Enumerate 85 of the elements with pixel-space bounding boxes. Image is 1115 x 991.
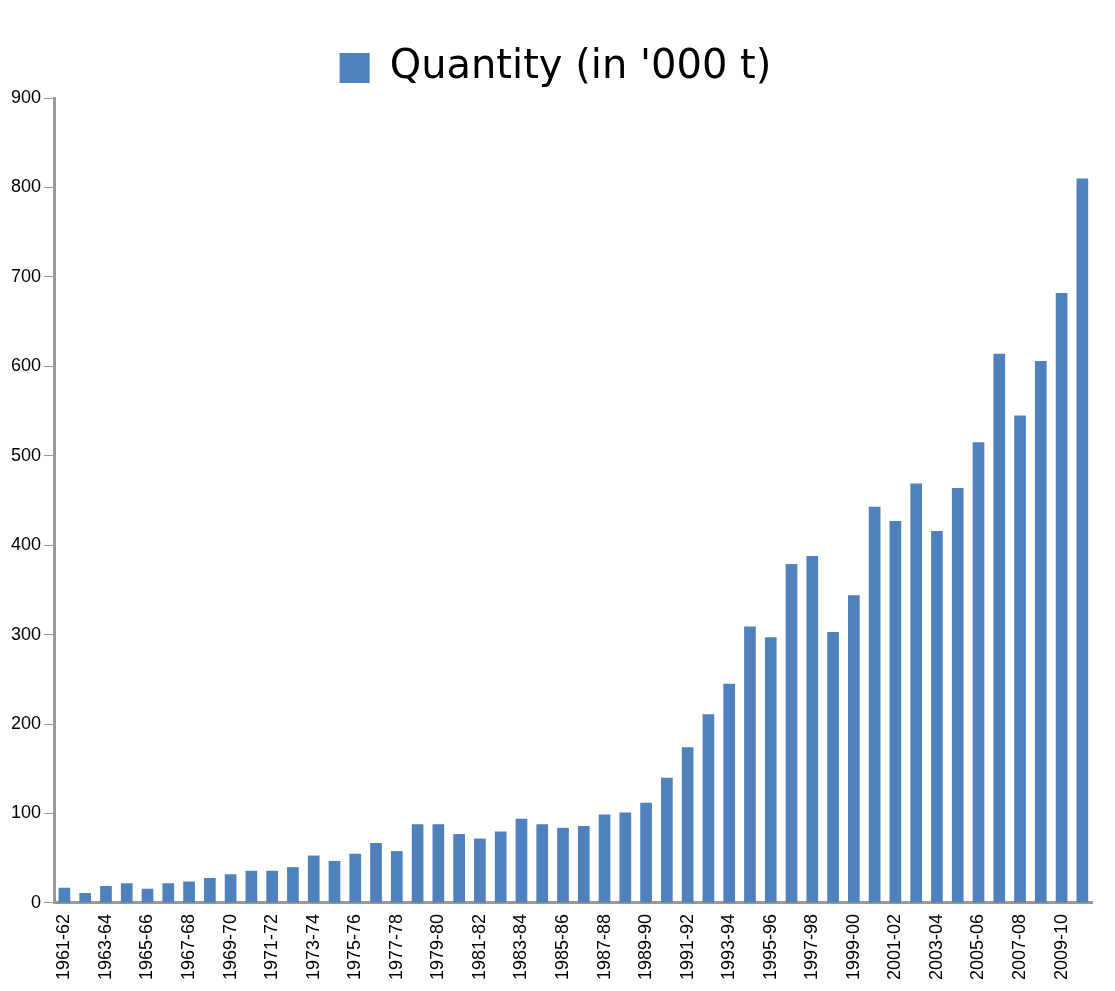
bar <box>723 683 736 903</box>
x-tick-label: 2003-04 <box>925 913 946 980</box>
bar <box>1014 415 1026 903</box>
x-tick-label: 1999-00 <box>842 913 863 980</box>
y-tick-label: 100 <box>10 802 42 823</box>
bar <box>972 442 985 903</box>
bar <box>411 824 424 903</box>
bar <box>224 874 237 903</box>
bar <box>307 855 320 903</box>
bar <box>494 831 507 903</box>
x-tick-label: 2001-02 <box>884 913 905 980</box>
bar <box>432 824 445 903</box>
bar <box>785 563 798 903</box>
bar <box>951 487 964 903</box>
bar <box>58 887 71 903</box>
bar <box>910 483 923 903</box>
x-tick-label: 1965-66 <box>136 913 157 980</box>
x-tick-label: 1995-96 <box>759 913 780 980</box>
y-tick-label: 500 <box>10 444 42 465</box>
bar <box>287 867 299 903</box>
x-tick-label: 1973-74 <box>302 913 323 980</box>
x-tick-label: 1981-82 <box>468 913 489 980</box>
x-tick-label: 1961-62 <box>53 913 74 980</box>
bar <box>349 853 362 903</box>
bar <box>619 812 632 903</box>
bar <box>1034 360 1047 903</box>
bar <box>806 555 819 903</box>
bar <box>183 881 195 903</box>
bar <box>266 870 279 903</box>
bar <box>162 883 175 903</box>
bar <box>120 883 133 903</box>
bar <box>453 834 465 903</box>
x-tick-label: 1967-68 <box>178 913 199 980</box>
bar <box>744 626 756 903</box>
bar <box>577 826 590 903</box>
y-tick-label: 400 <box>10 534 42 555</box>
bar <box>536 824 549 903</box>
bar <box>1055 292 1068 903</box>
x-tick-label: 1991-92 <box>676 913 697 980</box>
bar <box>764 637 777 903</box>
y-tick-label: 0 <box>31 891 42 912</box>
bar <box>100 885 112 903</box>
y-tick-label: 600 <box>10 355 42 376</box>
x-tick-label: 1993-94 <box>718 913 739 980</box>
y-tick-label: 800 <box>10 176 42 197</box>
x-tick-label: 2005-06 <box>967 913 988 980</box>
x-tick-label: 2009-10 <box>1050 913 1071 980</box>
x-tick-label: 1969-70 <box>219 913 240 980</box>
x-tick-label: 1979-80 <box>427 913 448 980</box>
bar <box>474 838 486 903</box>
bar <box>848 595 860 903</box>
legend-label: Quantity (in '000 t) <box>389 41 772 88</box>
x-tick-label: 1971-72 <box>261 913 282 980</box>
bar <box>1076 178 1089 903</box>
bar <box>245 870 258 903</box>
bar <box>598 814 611 903</box>
bar <box>204 877 216 903</box>
bar <box>661 777 673 903</box>
bar <box>640 802 652 903</box>
x-tick-label: 1987-88 <box>593 913 614 980</box>
x-tick-label: 1977-78 <box>385 913 406 980</box>
bar <box>515 818 528 903</box>
bar <box>931 530 943 903</box>
y-tick-label: 200 <box>10 713 42 734</box>
x-tick-label: 1975-76 <box>344 913 365 980</box>
bar <box>827 631 839 903</box>
bar <box>702 714 715 903</box>
bar <box>79 893 92 903</box>
y-tick-label: 700 <box>10 265 42 286</box>
y-tick-label: 900 <box>10 86 42 107</box>
bar <box>557 827 569 903</box>
x-tick-label: 1997-98 <box>801 913 822 980</box>
x-tick-label: 2007-08 <box>1009 913 1030 980</box>
bar <box>370 843 382 903</box>
y-tick-label: 300 <box>10 623 42 644</box>
x-tick-label: 1985-86 <box>551 913 572 980</box>
x-tick-label: 1989-90 <box>635 913 656 980</box>
bar <box>681 747 694 903</box>
bar <box>328 860 341 903</box>
x-tick-label: 1983-84 <box>510 913 531 980</box>
bar <box>993 353 1006 903</box>
bar <box>390 851 403 903</box>
bar <box>889 521 902 903</box>
x-tick-label: 1963-64 <box>94 913 115 980</box>
bar <box>868 506 881 903</box>
